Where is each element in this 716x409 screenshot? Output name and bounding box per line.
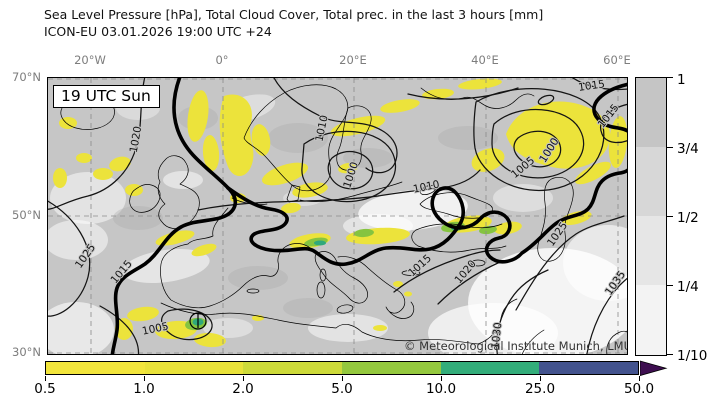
precip-tick xyxy=(144,376,146,381)
lon-tick-20e: 20°E xyxy=(339,53,367,67)
cloud-legend-segment xyxy=(636,77,666,147)
precip-colorbar-segment xyxy=(539,361,639,374)
isobars-thick xyxy=(110,78,627,354)
precip-tick xyxy=(639,376,641,381)
precip-tick-label: 0.5 xyxy=(34,381,56,397)
cloud-legend-label: 1/10 xyxy=(677,348,708,364)
lat-tick-70n: 70°N xyxy=(12,70,41,84)
lon-tick-40e: 40°E xyxy=(471,53,499,67)
precip-tick xyxy=(540,376,542,381)
cloud-legend-tick xyxy=(667,77,673,79)
cloud-legend-label: 1/2 xyxy=(677,210,699,226)
cloud-cover-legend xyxy=(635,76,667,356)
cloud-legend-tick xyxy=(667,146,673,148)
isobars-thin xyxy=(48,78,627,354)
precip-tick-label: 1.0 xyxy=(133,381,155,397)
precip-colorbar-segment xyxy=(342,361,441,374)
precip-tick-label: 50.0 xyxy=(623,381,655,397)
lat-tick-30n: 30°N xyxy=(12,345,41,359)
cloud-legend-label: 1/4 xyxy=(677,279,699,295)
precip-overflow-arrow xyxy=(639,360,667,376)
thick-cloud-patches xyxy=(113,106,498,318)
cloud-legend-label: 3/4 xyxy=(677,141,699,157)
lat-tick-50n: 50°N xyxy=(12,208,41,222)
valid-time-label: 19 UTC Sun xyxy=(53,85,160,108)
precip-colorbar-segment xyxy=(144,361,244,374)
lon-tick-60e: 60°E xyxy=(603,53,631,67)
isobar-label: 1015 xyxy=(578,78,606,94)
precip-tick xyxy=(45,376,47,381)
lon-tick-20w: 20°W xyxy=(74,53,106,67)
precip-tick-label: 5.0 xyxy=(331,381,353,397)
precip-tick-label: 10.0 xyxy=(425,381,457,397)
cloud-legend-tick xyxy=(667,284,673,286)
cloud-legend-tick xyxy=(667,353,673,355)
copyright-notice: © Meteorological Institute Munich, LMU xyxy=(404,339,628,353)
cloud-legend-segment xyxy=(636,285,666,355)
cloud-legend-segment xyxy=(636,216,666,286)
lon-tick-0: 0° xyxy=(215,53,229,67)
precip-colorbar-segment xyxy=(46,361,145,374)
cloud-legend-segment xyxy=(636,146,666,216)
precip-tick xyxy=(243,376,245,381)
isobar-label: 1030 xyxy=(490,322,505,350)
model-run-subtitle: ICON-EU 03.01.2026 19:00 UTC +24 xyxy=(44,24,272,39)
precip-colorbar xyxy=(45,360,639,375)
page-title: Sea Level Pressure [hPa], Total Cloud Co… xyxy=(44,7,544,22)
isobar-labels: 1020 1025 1015 1005 1005 1010 1000 1010 … xyxy=(72,78,627,351)
precip-colorbar-segment xyxy=(243,361,343,374)
isobar-label: 1020 xyxy=(128,125,144,153)
precip-tick-label: 2.0 xyxy=(232,381,254,397)
precip-tick-label: 25.0 xyxy=(524,381,556,397)
low-pressure-marker xyxy=(189,312,207,330)
precip-tick xyxy=(441,376,443,381)
cloud-legend-tick xyxy=(667,215,673,217)
precip-colorbar-segment xyxy=(440,361,540,374)
precip-tick xyxy=(342,376,344,381)
weather-map: 1020 1025 1015 1005 1005 1010 1000 1010 … xyxy=(47,77,628,355)
weather-map-canvas: 1020 1025 1015 1005 1005 1010 1000 1010 … xyxy=(48,78,627,354)
cloud-legend-label: 1 xyxy=(677,72,686,88)
